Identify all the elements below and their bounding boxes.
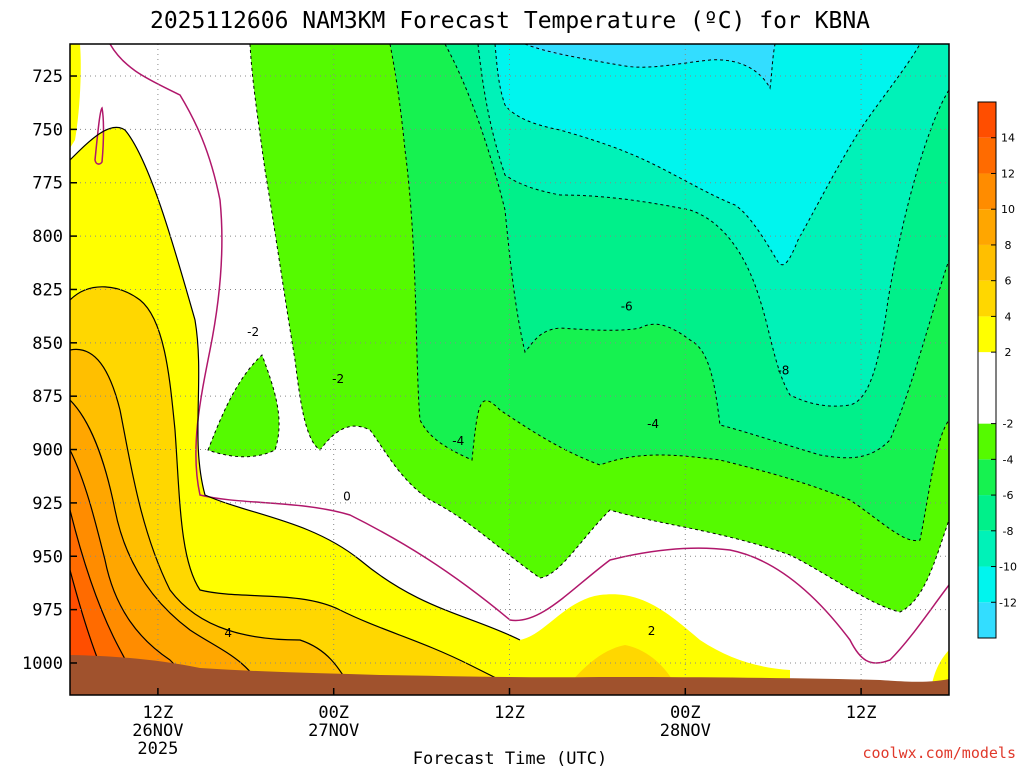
isotherm-lines: [70, 44, 949, 695]
x-tick-label: 12Z: [846, 703, 877, 723]
isotherm-plus6: [70, 348, 356, 695]
band-2-to-4: [70, 127, 790, 695]
y-tick-label: 900: [32, 441, 63, 461]
colorbar-tick-label: 6: [1005, 275, 1012, 288]
colorbar-segment: [978, 566, 996, 603]
colorbar-segment: [978, 352, 996, 424]
isotherm-zero: [109, 44, 949, 664]
colorbar-segment: [978, 459, 996, 496]
band-minus4-to-minus2-island: [208, 355, 280, 457]
contour-label: 0: [343, 489, 351, 503]
isotherm-minus8: [477, 44, 949, 407]
grid-lines: [70, 44, 949, 695]
colorbar-segment: [978, 602, 996, 638]
y-tick-label: 975: [32, 601, 63, 621]
colorbar-tick-label: 2: [1005, 346, 1012, 359]
isotherm-plus8: [70, 399, 266, 695]
colorbar-tick-label: 4: [1005, 310, 1012, 323]
terrain: [70, 655, 949, 695]
isotherm-minus4: [389, 44, 949, 542]
colorbar-tick-label: 10: [1001, 203, 1015, 216]
colorbar-segment: [978, 495, 996, 531]
x-tick-label: 00Z: [670, 703, 701, 723]
x-tick-label: 26NOV: [132, 721, 183, 741]
colorbar-segment: [978, 244, 996, 281]
colorbar-segment: [978, 280, 996, 317]
isotherm-minus6: [444, 44, 949, 459]
colorbar-segment: [978, 137, 996, 174]
y-tick-label: 775: [32, 174, 63, 194]
y-tick-label: 850: [32, 334, 63, 354]
y-tick-label: 875: [32, 387, 63, 407]
band-4-to-6: [70, 286, 530, 695]
plot-area: -8 -6 -4 -4 -2 -2 0 2 4: [70, 44, 949, 695]
contour-label: -4: [647, 417, 659, 431]
credit-text: coolwx.com/models: [862, 744, 1016, 762]
colorbar-tick-label: -8: [1003, 525, 1014, 538]
colorbar-segment: [978, 423, 996, 460]
y-tick-label: 750: [32, 120, 63, 140]
colorbar-segment: [978, 530, 996, 567]
y-tick-label: 825: [32, 280, 63, 300]
x-tick-label: 12Z: [494, 703, 525, 723]
colorbar-segment: [978, 102, 996, 138]
x-tick-label: 2025: [137, 739, 178, 759]
isotherm-plus4: [70, 286, 531, 695]
isotherm-minus2: [249, 44, 949, 613]
y-tick-label: 800: [32, 227, 63, 247]
colorbar: -12 -10 -8 -6 -4 -2 2 4 6 8 10 12 14: [977, 101, 1017, 639]
y-axis: 725 750 775 800 825 850 875 900 925 950 975 1000: [22, 67, 77, 674]
chart-title: 2025112606 NAM3KM Forecast Temperature (…: [150, 8, 870, 34]
contour-label: 4: [224, 626, 232, 640]
colorbar-tick-label: 8: [1005, 239, 1012, 252]
colorbar-tick-label: -2: [1003, 418, 1014, 431]
y-tick-label: 725: [32, 67, 63, 87]
y-tick-label: 950: [32, 547, 63, 567]
colorbar-tick-label: -10: [999, 561, 1017, 574]
contour-label: -6: [621, 300, 633, 314]
colorbar-frame: [977, 101, 997, 639]
band-minus14-to-minus12: [525, 44, 775, 88]
band-2-to-4-topleft: [70, 44, 81, 148]
colorbar-tick-label: -12: [999, 596, 1017, 609]
x-tick-label: 27NOV: [308, 721, 359, 741]
colorbar-tick-label: -6: [1003, 489, 1014, 502]
colorbar-segment: [978, 173, 996, 210]
contour-label: -4: [452, 434, 464, 448]
colorbar-tick-label: -4: [1003, 453, 1014, 466]
contour-label: -2: [332, 372, 344, 386]
colorbar-tick-label: 14: [1001, 132, 1015, 145]
x-axis-label: Forecast Time (UTC): [413, 749, 607, 768]
x-tick-label: 28NOV: [660, 721, 711, 741]
contour-label: 2: [648, 624, 656, 638]
isotherm-plus2: [70, 126, 521, 641]
colorbar-segment: [978, 209, 996, 245]
band-minus12-to-minus10: [495, 44, 920, 265]
y-tick-label: 1000: [22, 654, 63, 674]
y-tick-label: 925: [32, 494, 63, 514]
contour-label: -2: [247, 325, 259, 339]
contour-label: -8: [777, 364, 789, 378]
isotherm-minus12: [524, 44, 776, 90]
isotherm-zero-loop: [94, 106, 105, 165]
isotherm-minus2-island: [207, 354, 280, 458]
colorbar-segment: [978, 316, 996, 353]
x-tick-label: 12Z: [143, 703, 174, 723]
isotherm-minus10: [494, 44, 921, 266]
contour-labels: -8 -6 -4 -4 -2 -2 0 2 4: [224, 300, 789, 641]
colorbar-tick-label: 12: [1001, 167, 1015, 180]
x-tick-label: 00Z: [318, 703, 349, 723]
